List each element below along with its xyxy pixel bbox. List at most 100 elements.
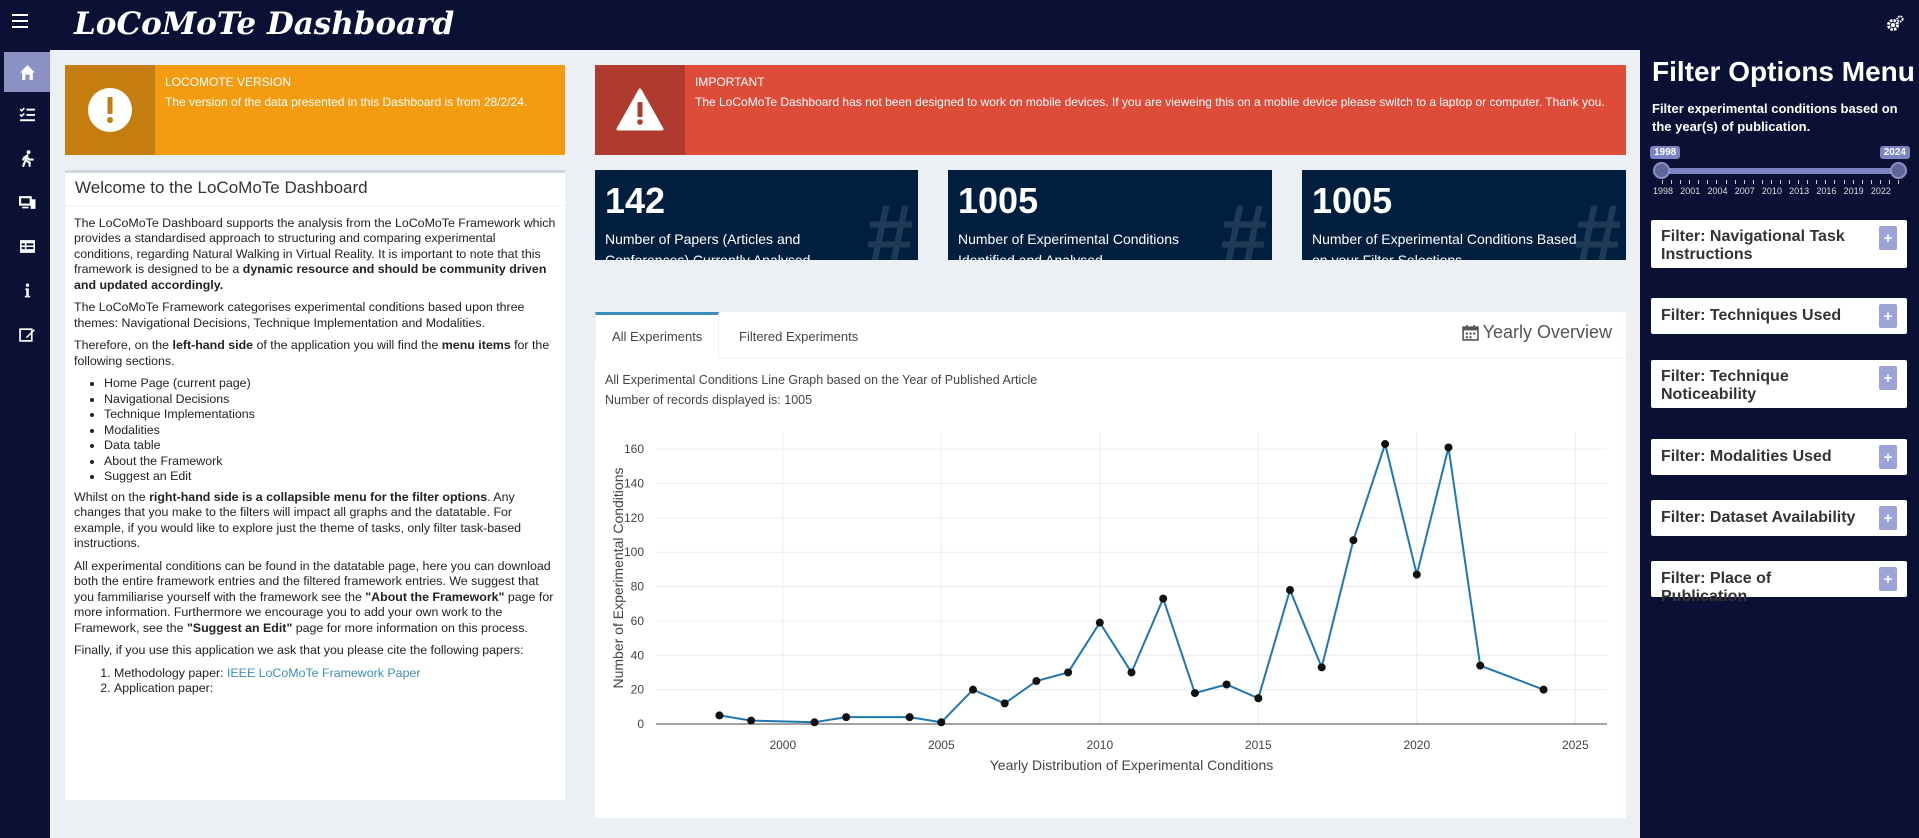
year-range-slider[interactable]: 1998 2024 1998 2001 2004 2007 2010 2013 2016 20… (1650, 146, 1910, 206)
data-point (1476, 661, 1485, 670)
nav-technique-implementations[interactable] (4, 138, 50, 178)
nav-suggest-edit[interactable] (4, 314, 50, 354)
gears-icon[interactable] (1885, 14, 1905, 34)
text-bold: "Suggest an Edit" (186, 620, 293, 635)
welcome-title: Welcome to the LoCoMoTe Dashboard (65, 173, 565, 206)
text: The LoCoMoTe Dashboard supports the anal… (74, 215, 556, 277)
nav-about[interactable] (4, 270, 50, 310)
data-point (1000, 699, 1009, 708)
y-tick-label: 160 (624, 442, 644, 456)
nav-home[interactable] (4, 52, 50, 92)
y-tick-label: 20 (631, 683, 645, 697)
slider-tick (1816, 180, 1818, 184)
nav-data-table[interactable] (4, 226, 50, 266)
x-tick-label: 2010 (1086, 738, 1113, 752)
slider-tick-label: 2004 (1707, 186, 1728, 196)
list-item: Navigational Decisions (104, 392, 556, 408)
important-icon-area (595, 65, 685, 155)
filter-modalities-used[interactable]: Filter: Modalities Used + (1651, 439, 1907, 475)
citation-list: Methodology paper: IEEE LoCoMoTe Framewo… (114, 666, 556, 697)
data-point (1381, 440, 1390, 449)
series-line (719, 440, 1544, 724)
filter-techniques-used[interactable]: Filter: Techniques Used + (1651, 298, 1907, 334)
slider-tick (1888, 180, 1890, 184)
stat-box-conditions: 1005 Number of Experimental Conditions I… (948, 170, 1272, 260)
plus-icon[interactable]: + (1879, 445, 1897, 469)
slider-from-handle[interactable] (1653, 162, 1670, 179)
yearly-line-chart[interactable]: 2000 2005 2010 2015 2020 2025 0 20 40 60 80 100 120 1… (595, 422, 1626, 818)
important-heading: IMPORTANT (695, 75, 765, 89)
data-point (1127, 668, 1136, 677)
slider-to-handle[interactable] (1890, 162, 1907, 179)
text-bold: menu items (441, 338, 511, 352)
slider-tick-label: 2001 (1680, 186, 1701, 196)
text-bold: "About the Framework" (365, 589, 505, 604)
filter-label: Filter: Techniques Used (1661, 307, 1842, 324)
text: Methodology paper: (114, 665, 227, 680)
version-info-box: LOCOMOTE VERSION The version of the data… (65, 65, 565, 155)
slider-tick (1707, 180, 1709, 184)
filter-sidebar: Filter Options Menu Filter experimental … (1640, 50, 1919, 838)
slider-tick (1834, 180, 1836, 184)
filter-place-of-publication[interactable]: Filter: Place of Publication + (1651, 561, 1907, 605)
slider-tick (1898, 180, 1899, 184)
data-point (1095, 618, 1104, 627)
text: of the application you will find the (253, 338, 442, 352)
slider-track[interactable] (1662, 168, 1898, 174)
left-sidebar (0, 50, 50, 838)
slider-tick (1662, 180, 1663, 184)
y-tick-label: 80 (631, 580, 645, 594)
version-text: The version of the data presented in thi… (165, 95, 528, 109)
plus-icon[interactable]: + (1879, 567, 1897, 591)
slider-tick (1752, 180, 1754, 184)
y-axis-label: Number of Experimental Conditions (610, 468, 626, 689)
data-point (969, 685, 977, 694)
plus-icon[interactable]: + (1879, 366, 1897, 390)
stat-value: 142 (605, 180, 666, 221)
tab-all-experiments[interactable]: All Experiments (595, 312, 720, 358)
calendar-icon (1461, 325, 1479, 341)
nav-navigational-decisions[interactable] (4, 94, 50, 134)
filter-menu-description: Filter experimental conditions based on … (1652, 101, 1898, 134)
plus-icon[interactable]: + (1879, 304, 1897, 328)
data-point (1032, 677, 1041, 686)
important-text-block: IMPORTANT The LoCoMoTe Dashboard has not… (695, 72, 1620, 112)
y-tick-label: 140 (624, 477, 644, 491)
x-tick-label: 2015 (1245, 738, 1272, 752)
info-icon (24, 282, 30, 297)
x-axis-label: Yearly Distribution of Experimental Cond… (990, 757, 1274, 773)
yearly-overview-title: Yearly Overview (1482, 322, 1612, 342)
version-text-block: LOCOMOTE VERSION The version of the data… (165, 72, 545, 112)
slider-tick (1698, 180, 1700, 184)
slider-tick (1716, 180, 1718, 184)
nav-modalities[interactable] (4, 182, 50, 222)
hamburger-menu-icon[interactable] (12, 14, 28, 30)
plus-icon[interactable]: + (1879, 226, 1897, 250)
slider-tick (1689, 180, 1691, 184)
data-point (1286, 586, 1294, 595)
filter-navigational-task-instructions[interactable]: Filter: Navigational Task Instructions + (1651, 220, 1907, 268)
data-point (937, 718, 946, 727)
text: . Any changes that you make to the filte… (74, 489, 521, 551)
y-tick-label: 0 (637, 717, 644, 731)
plus-icon[interactable]: + (1879, 506, 1897, 530)
data-point (810, 718, 819, 727)
top-navbar: LoCoMoTe Dashboard (0, 0, 1919, 50)
ieee-paper-link[interactable]: IEEE LoCoMoTe Framework Paper (226, 665, 421, 680)
tasks-icon (18, 107, 35, 121)
hashtag-icon: # (865, 187, 912, 260)
slider-tick-label: 2007 (1734, 186, 1755, 196)
filter-technique-noticeability[interactable]: Filter: Technique Noticeability + (1651, 360, 1907, 408)
list-item: Data table (104, 438, 556, 454)
slider-ticks (1650, 180, 1910, 190)
list-item: Application paper: (114, 681, 556, 697)
slider-tick (1879, 180, 1881, 184)
filter-dataset-availability[interactable]: Filter: Dataset Availability + (1651, 500, 1907, 536)
tab-filtered-experiments[interactable]: Filtered Experiments (739, 329, 859, 344)
welcome-paragraph: Therefore, on the left-hand side of the … (74, 338, 556, 369)
tab-bar: All Experiments Filtered Experiments Yea… (595, 312, 1626, 358)
welcome-paragraph: The LoCoMoTe Dashboard supports the anal… (74, 216, 556, 294)
slider-tick (1680, 180, 1682, 184)
hashtag-icon: # (1219, 187, 1266, 260)
filter-menu-title: Filter Options Menu (1652, 56, 1915, 87)
